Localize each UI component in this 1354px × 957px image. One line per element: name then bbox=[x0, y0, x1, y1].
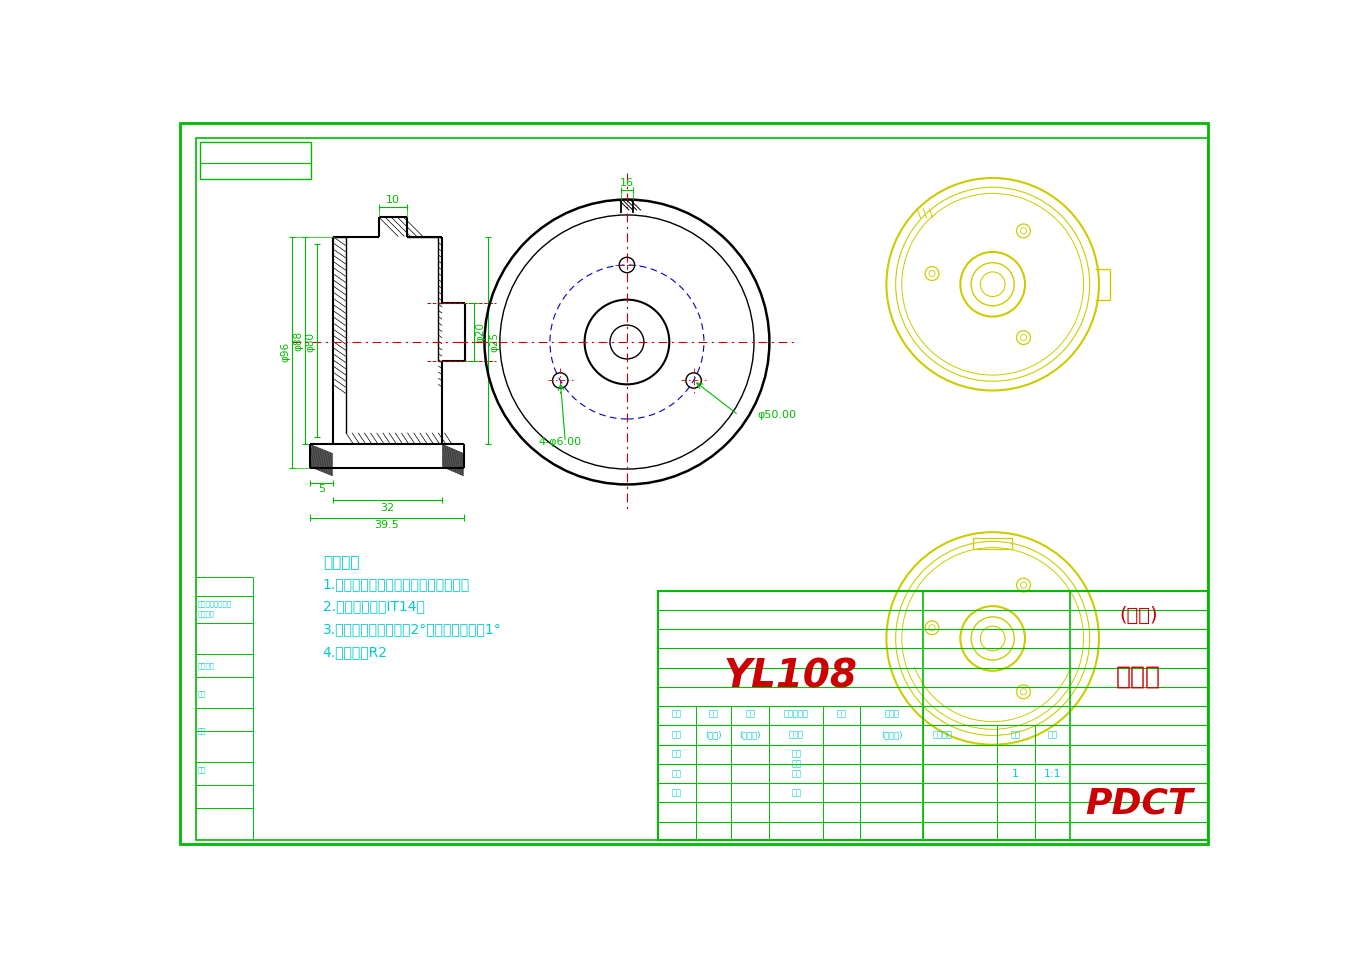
Text: 教材: 教材 bbox=[791, 788, 802, 797]
Text: 5: 5 bbox=[318, 484, 325, 494]
Text: 签名: 签名 bbox=[837, 709, 846, 719]
Bar bbox=[658, 590, 1208, 840]
Text: 4-φ6.00: 4-φ6.00 bbox=[539, 437, 581, 447]
Text: PDCT: PDCT bbox=[1085, 787, 1193, 821]
Text: 1.压铸件表面不得有裂纹、气泡等缺陷: 1.压铸件表面不得有裂纹、气泡等缺陷 bbox=[322, 577, 470, 591]
Text: 批量: 批量 bbox=[791, 760, 802, 768]
Text: 3.压铸件内斜度不大于2°，外斜度不大于1°: 3.压铸件内斜度不大于2°，外斜度不大于1° bbox=[322, 622, 501, 636]
Text: 1: 1 bbox=[1013, 769, 1020, 779]
Text: φ25: φ25 bbox=[490, 332, 500, 352]
Text: 日期: 日期 bbox=[198, 727, 206, 734]
Text: 32: 32 bbox=[380, 502, 394, 513]
Text: φ88: φ88 bbox=[294, 330, 303, 350]
Text: 底图总号: 底图总号 bbox=[198, 662, 214, 669]
Text: 16: 16 bbox=[620, 178, 634, 188]
Text: 10: 10 bbox=[386, 194, 401, 205]
Text: 39.5: 39.5 bbox=[374, 521, 399, 530]
Bar bbox=[199, 142, 311, 179]
Text: 年月日: 年月日 bbox=[884, 709, 899, 719]
Text: 更改文件号: 更改文件号 bbox=[784, 709, 808, 719]
Text: 标准件: 标准件 bbox=[789, 730, 804, 739]
Text: 签名: 签名 bbox=[198, 691, 206, 698]
Text: 1:1: 1:1 bbox=[1044, 769, 1062, 779]
Text: 审核: 审核 bbox=[672, 769, 682, 778]
Text: φ20: φ20 bbox=[475, 323, 486, 343]
Text: 比例: 比例 bbox=[1048, 730, 1057, 739]
Text: φ80: φ80 bbox=[306, 332, 315, 352]
Text: (年月日): (年月日) bbox=[739, 730, 761, 739]
Bar bbox=[974, 539, 1011, 549]
Text: 旧底图号: 旧底图号 bbox=[198, 611, 214, 617]
Text: 描图: 描图 bbox=[672, 749, 682, 759]
Text: 工艺: 工艺 bbox=[672, 788, 682, 797]
Text: 分区: 分区 bbox=[745, 709, 756, 719]
Text: (年月日): (年月日) bbox=[881, 730, 903, 739]
Text: 2.压铸件公差为IT14级: 2.压铸件公差为IT14级 bbox=[322, 599, 425, 613]
Text: 修（前）更换单记: 修（前）更换单记 bbox=[198, 600, 232, 607]
Text: (单位): (单位) bbox=[1120, 606, 1158, 625]
Text: φ96: φ96 bbox=[280, 342, 291, 362]
Text: 数量: 数量 bbox=[709, 709, 719, 719]
Text: 日期: 日期 bbox=[198, 766, 206, 772]
Text: 批量: 批量 bbox=[791, 749, 802, 759]
Text: (制单): (制单) bbox=[705, 730, 722, 739]
Text: 学号: 学号 bbox=[791, 769, 802, 778]
Text: YL108: YL108 bbox=[723, 658, 857, 696]
Text: 标记: 标记 bbox=[672, 709, 682, 719]
Text: 4.未注圆角R2: 4.未注圆角R2 bbox=[322, 645, 387, 659]
Text: 产品图: 产品图 bbox=[1116, 665, 1162, 689]
Text: φ50.00: φ50.00 bbox=[758, 411, 798, 420]
Text: 设计: 设计 bbox=[672, 730, 682, 739]
Text: 附属标记: 附属标记 bbox=[933, 730, 953, 739]
Text: 技术要求: 技术要求 bbox=[322, 555, 359, 570]
Text: 数量: 数量 bbox=[1011, 730, 1021, 739]
